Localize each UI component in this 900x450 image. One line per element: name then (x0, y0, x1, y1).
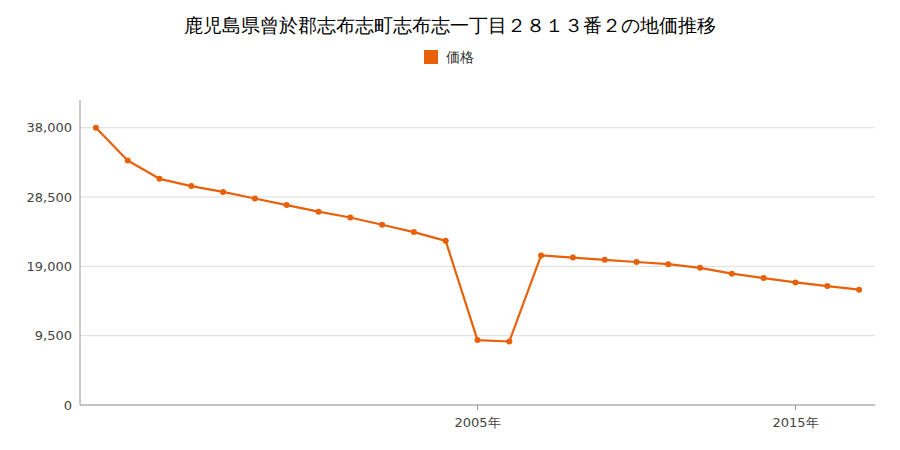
point (379, 222, 385, 228)
point (729, 271, 735, 277)
point (475, 337, 481, 343)
x-tick (795, 405, 796, 410)
point (570, 255, 576, 261)
y-axis-line (80, 100, 81, 405)
point (411, 229, 417, 235)
legend-swatch (424, 50, 438, 64)
line (96, 128, 859, 342)
point (824, 283, 830, 289)
point (188, 183, 194, 189)
y-grid (80, 128, 875, 405)
legend: 価格 (424, 49, 474, 65)
grid-line (80, 266, 875, 267)
point (697, 265, 703, 271)
y-tick-label: 19,000 (27, 259, 73, 274)
point (761, 275, 767, 281)
point (506, 339, 512, 345)
grid-line (80, 335, 875, 336)
point (856, 287, 862, 293)
point (602, 257, 608, 263)
x-tick-label: 2015年 (772, 415, 818, 430)
point (252, 196, 258, 202)
point (538, 252, 544, 258)
x-tick-label: 2005年 (454, 415, 500, 430)
point (634, 259, 640, 265)
y-tick-label: 28,500 (27, 190, 73, 205)
point (316, 209, 322, 215)
point (347, 214, 353, 220)
point (93, 125, 99, 131)
y-tick-label: 0 (64, 398, 72, 413)
point (443, 238, 449, 244)
point (220, 189, 226, 195)
point (793, 279, 799, 285)
point (157, 176, 163, 182)
title: 鹿児島県曾於郡志布志町志布志一丁目２８１３番２の地価推移 (184, 14, 716, 36)
point (284, 202, 290, 208)
grid-line (80, 127, 875, 128)
point (665, 261, 671, 267)
x-tick (477, 405, 478, 410)
y-tick-label: 38,000 (27, 120, 73, 135)
point (125, 158, 131, 164)
grid-line (80, 197, 875, 198)
chart: 鹿児島県曾於郡志布志町志布志一丁目２８１３番２の地価推移価格 0 9,500 19,0… (0, 0, 900, 450)
legend-label: 価格 (446, 49, 474, 65)
plot-area (93, 125, 862, 345)
y-tick-label: 9,500 (35, 328, 72, 343)
